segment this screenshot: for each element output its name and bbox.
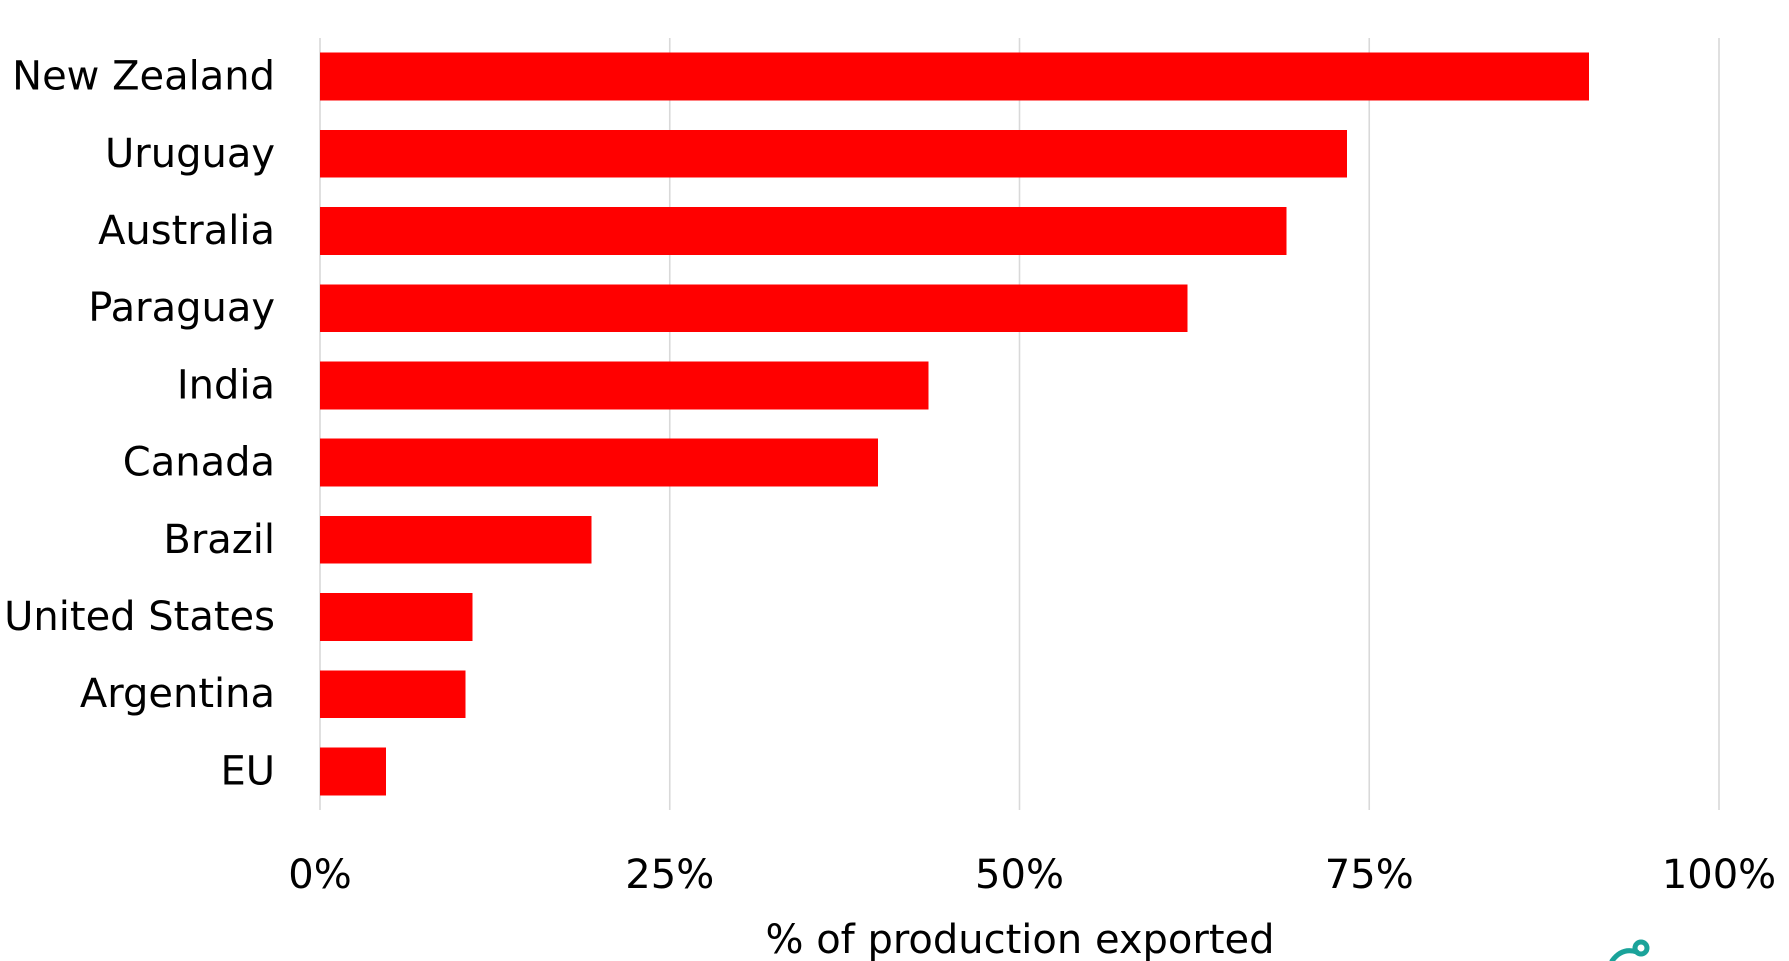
category-label: Australia: [98, 208, 275, 254]
category-label: New Zealand: [12, 54, 275, 100]
category-labels: New Zealand Uruguay Australia Paraguay India…: [4, 54, 275, 795]
bar: [320, 747, 386, 796]
category-label: Uruguay: [105, 131, 275, 177]
x-tick-label: 50%: [975, 852, 1064, 898]
bar: [320, 284, 1188, 333]
bar: [320, 670, 466, 719]
x-tick-label: 0%: [288, 852, 351, 898]
bar: [320, 593, 473, 641]
bars: [320, 52, 1589, 796]
bar: [320, 438, 879, 487]
bar: [320, 207, 1287, 255]
category-label: Paraguay: [88, 285, 275, 331]
bar: [320, 52, 1589, 101]
bar: [320, 361, 929, 410]
x-tick-label: 75%: [1325, 852, 1414, 898]
x-tick-labels: 0% 25% 50% 75% 100%: [288, 852, 1776, 898]
category-label: United States: [4, 594, 275, 640]
bar: [320, 129, 1347, 178]
x-axis-title: % of production exported: [765, 917, 1274, 961]
category-label: Canada: [123, 440, 275, 486]
x-tick-label: 100%: [1662, 852, 1776, 898]
category-label: EU: [220, 748, 275, 794]
category-label: India: [177, 362, 275, 408]
x-tick-label: 25%: [625, 852, 714, 898]
partial-teal-logo-icon: [1609, 939, 1650, 961]
bar: [320, 515, 592, 564]
category-label: Argentina: [80, 671, 275, 717]
category-label: Brazil: [163, 517, 275, 563]
